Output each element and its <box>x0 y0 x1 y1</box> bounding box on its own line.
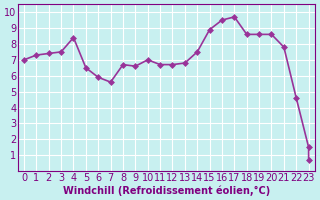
X-axis label: Windchill (Refroidissement éolien,°C): Windchill (Refroidissement éolien,°C) <box>63 185 270 196</box>
